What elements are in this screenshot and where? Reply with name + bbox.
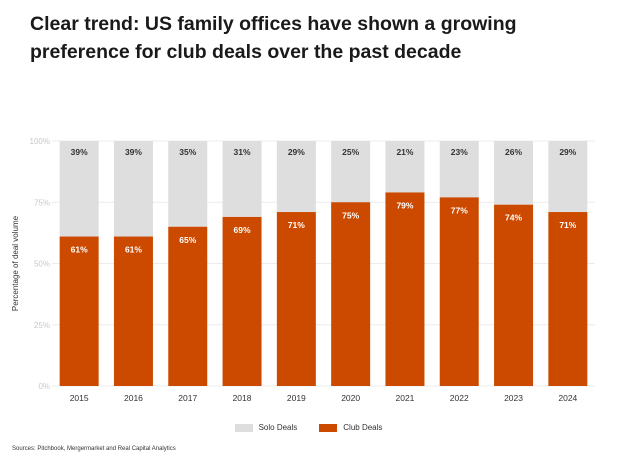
y-tick-label: 100% (30, 137, 50, 146)
chart-title: Clear trend: US family offices have show… (30, 13, 517, 63)
bar-solo-2017 (168, 141, 208, 227)
x-tick-label: 2018 (233, 393, 252, 403)
bar-solo-2019 (276, 141, 316, 213)
y-axis-label: Percentage of deal volume (11, 215, 20, 311)
y-tick-label: 25% (34, 321, 50, 330)
bar-solo-2015 (59, 141, 99, 237)
data-label-club: 61% (125, 245, 142, 255)
source-note: Sources: Pitchbook, Mergermarket and Rea… (12, 446, 176, 452)
legend-label-club: Club Deals (343, 423, 383, 432)
data-label-solo: 21% (396, 147, 413, 157)
bar-club-2019 (276, 212, 316, 386)
legend: Solo Deals Club Deals (0, 423, 617, 432)
data-label-club: 79% (396, 200, 413, 210)
data-label-club: 71% (559, 220, 576, 230)
x-tick-label: 2017 (178, 393, 197, 403)
x-tick-label: 2016 (124, 393, 143, 403)
data-label-solo: 31% (234, 147, 251, 157)
bar-solo-2018 (222, 141, 262, 217)
data-label-solo: 35% (179, 147, 196, 157)
data-label-club: 74% (505, 213, 522, 223)
y-tick-label: 0% (38, 382, 50, 391)
legend-swatch-solo (234, 423, 253, 432)
bar-solo-2024 (548, 141, 588, 213)
data-label-club: 69% (234, 225, 251, 235)
bar-solo-2022 (439, 141, 479, 198)
data-label-solo: 26% (505, 147, 522, 157)
data-label-solo: 23% (451, 147, 468, 157)
data-label-solo: 29% (559, 147, 576, 157)
data-label-club: 75% (342, 210, 359, 220)
x-tick-label: 2019 (287, 393, 306, 403)
data-label-club: 65% (179, 235, 196, 245)
bar-club-2016 (113, 236, 153, 386)
x-tick-label: 2020 (341, 393, 360, 403)
x-tick-label: 2023 (504, 393, 523, 403)
y-tick-label: 50% (34, 260, 50, 269)
bar-solo-2021 (385, 141, 425, 193)
bar-solo-2016 (113, 141, 153, 237)
x-tick-label: 2015 (70, 393, 89, 403)
bar-club-2018 (222, 216, 262, 386)
bar-club-2023 (494, 204, 534, 386)
legend-label-solo: Solo Deals (258, 423, 298, 432)
data-label-club: 71% (288, 220, 305, 230)
data-label-club: 77% (451, 205, 468, 215)
data-label-solo: 39% (125, 147, 142, 157)
data-label-solo: 39% (71, 147, 88, 157)
x-tick-label: 2024 (558, 393, 577, 403)
x-tick-label: 2021 (395, 393, 414, 403)
legend-item-solo: Solo Deals (234, 423, 298, 432)
data-label-solo: 25% (342, 147, 359, 157)
bar-club-2024 (548, 212, 588, 386)
bar-club-2022 (439, 197, 479, 386)
bar-club-2021 (385, 192, 425, 386)
x-tick-label: 2022 (450, 393, 469, 403)
legend-item-club: Club Deals (319, 423, 382, 432)
y-tick-label: 75% (34, 198, 50, 207)
data-label-solo: 29% (288, 147, 305, 157)
data-label-club: 61% (71, 245, 88, 255)
bar-club-2020 (331, 202, 371, 386)
bar-solo-2020 (331, 141, 371, 203)
bar-club-2015 (59, 236, 99, 386)
bar-club-2017 (168, 226, 208, 386)
stacked-bar-chart: 0% 25% 50% 75% 100% Percentage of deal volume… (11, 137, 595, 403)
bar-solo-2023 (494, 141, 534, 205)
legend-swatch-club (319, 423, 338, 432)
